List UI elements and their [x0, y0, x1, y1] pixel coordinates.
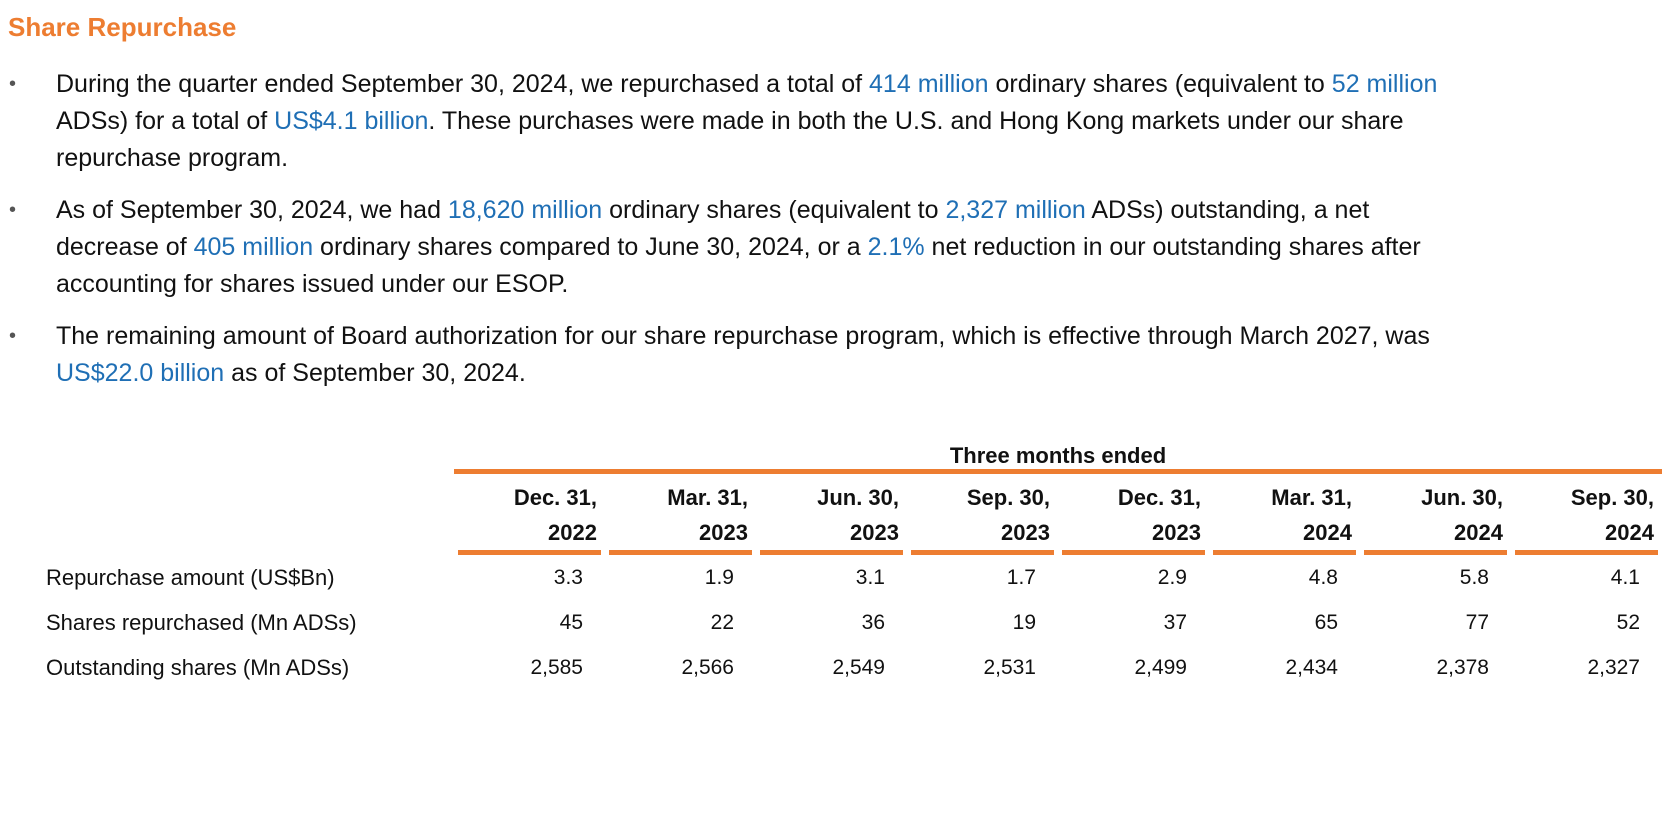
bullet-text: As of September 30, 2024, we had [56, 196, 448, 224]
table-cell: 22 [710, 610, 734, 634]
table-cell: 3.1 [855, 565, 885, 589]
highlighted-figure: 18,620 million [447, 196, 603, 224]
table-cell: 52 [1616, 610, 1640, 634]
bullet-item: • As of September 30, 2024, we had 18,620… [0, 192, 1680, 303]
highlighted-figure: 2.1% [867, 233, 925, 261]
table-cell: 37 [1163, 610, 1187, 634]
bullet-marker: • [9, 325, 17, 347]
bullet-text: repurchase program. [56, 144, 289, 172]
period-year: 2023 [850, 520, 899, 545]
table-column-header-row: Dec. 31, 2022 Mar. 31, 2023 Jun. 30, 2023 Sep.… [40, 476, 1662, 555]
group-header: Three months ended [454, 443, 1662, 474]
bullet-text: ordinary shares (equivalent to [988, 70, 1332, 98]
table-cell: 2,434 [1285, 655, 1338, 679]
period-header: Dec. 31, 2022 [454, 476, 605, 555]
period-header: Jun. 30, 2023 [756, 476, 907, 555]
row-label: Outstanding shares (Mn ADSs) [46, 654, 350, 680]
highlighted-figure: 2,327 million [945, 196, 1086, 224]
table-cell: 5.8 [1459, 565, 1489, 589]
period-date: Dec. 31, [1117, 485, 1201, 510]
period-year: 2024 [1303, 520, 1352, 545]
period-date: Sep. 30, [1570, 485, 1654, 510]
period-header: Mar. 31, 2023 [605, 476, 756, 555]
bullet-text: decrease of [56, 233, 194, 261]
table-group-header-row: Three months ended [40, 442, 1662, 476]
bullet-item: • During the quarter ended September 30, … [0, 66, 1680, 177]
bullet-marker: • [9, 73, 17, 95]
table-cell: 19 [1012, 610, 1036, 634]
highlighted-figure: US$4.1 billion [274, 107, 429, 135]
table-cell: 77 [1465, 610, 1489, 634]
table-cell: 4.8 [1308, 565, 1338, 589]
period-date: Sep. 30, [966, 485, 1050, 510]
table-row: Shares repurchased (Mn ADSs) 45 22 36 19 37 65… [40, 600, 1662, 645]
bullet-text: The remaining amount of Board authorizat… [56, 322, 1430, 350]
bullet-text: During the quarter ended September 30, 2… [56, 70, 870, 98]
period-year: 2023 [1001, 520, 1050, 545]
period-year: 2024 [1454, 520, 1503, 545]
share-repurchase-table: Three months ended Dec. 31, 2022 Mar. 31, 2… [40, 442, 1662, 690]
table-row: Repurchase amount (US$Bn) 3.3 1.9 3.1 1.7 2.9… [40, 555, 1662, 600]
period-date: Jun. 30, [817, 485, 899, 510]
bullet-marker: • [9, 199, 17, 221]
table-cell: 2,566 [681, 655, 734, 679]
period-year: 2024 [1605, 520, 1654, 545]
table-cell: 1.7 [1006, 565, 1036, 589]
table-body: Repurchase amount (US$Bn) 3.3 1.9 3.1 1.7 2.9… [40, 555, 1662, 690]
bullet-text: accounting for shares issued under our E… [56, 270, 569, 298]
bullet-text: ADSs) for a total of [56, 107, 275, 135]
bullet-text: ordinary shares (equivalent to [602, 196, 946, 224]
period-year: 2023 [699, 520, 748, 545]
period-year: 2022 [548, 520, 597, 545]
period-date: Jun. 30, [1421, 485, 1503, 510]
bullet-text: as of September 30, 2024. [224, 359, 526, 387]
period-header: Sep. 30, 2024 [1511, 476, 1662, 555]
table-cell: 2,585 [530, 655, 583, 679]
table-cell: 2,327 [1587, 655, 1640, 679]
period-header: Dec. 31, 2023 [1058, 476, 1209, 555]
table-cell: 2,378 [1436, 655, 1489, 679]
table-cell: 4.1 [1610, 565, 1640, 589]
period-date: Dec. 31, [513, 485, 597, 510]
table-row: Outstanding shares (Mn ADSs) 2,585 2,566 2,… [40, 645, 1662, 690]
period-year: 2023 [1152, 520, 1201, 545]
highlighted-figure: 414 million [869, 70, 989, 98]
period-date: Mar. 31, [1271, 485, 1352, 510]
highlighted-figure: 52 million [1331, 70, 1438, 98]
highlighted-figure: 405 million [193, 233, 314, 261]
period-date: Mar. 31, [667, 485, 748, 510]
row-label: Repurchase amount (US$Bn) [46, 564, 335, 590]
table-cell: 1.9 [704, 565, 734, 589]
table-cell: 2.9 [1157, 565, 1187, 589]
highlighted-figure: US$22.0 billion [56, 359, 225, 387]
table-cell: 2,499 [1134, 655, 1187, 679]
table-cell: 45 [559, 610, 583, 634]
period-header: Jun. 30, 2024 [1360, 476, 1511, 555]
table-cell: 3.3 [553, 565, 583, 589]
table-cell: 2,549 [832, 655, 885, 679]
bullet-text: . These purchases were made in both the … [428, 107, 1404, 135]
bullet-text: ADSs) outstanding, a net [1085, 196, 1370, 224]
period-header: Sep. 30, 2023 [907, 476, 1058, 555]
row-label: Shares repurchased (Mn ADSs) [46, 609, 357, 635]
bullet-text: net reduction in our outstanding shares … [924, 233, 1421, 261]
bullet-list: • During the quarter ended September 30, … [0, 66, 1680, 407]
bullet-item: • The remaining amount of Board authoriza… [0, 318, 1680, 392]
period-header: Mar. 31, 2024 [1209, 476, 1360, 555]
table-cell: 36 [861, 610, 885, 634]
table-cell: 2,531 [983, 655, 1036, 679]
bullet-text: ordinary shares compared to June 30, 202… [313, 233, 868, 261]
table-cell: 65 [1314, 610, 1338, 634]
page-title: Share Repurchase [8, 12, 237, 42]
